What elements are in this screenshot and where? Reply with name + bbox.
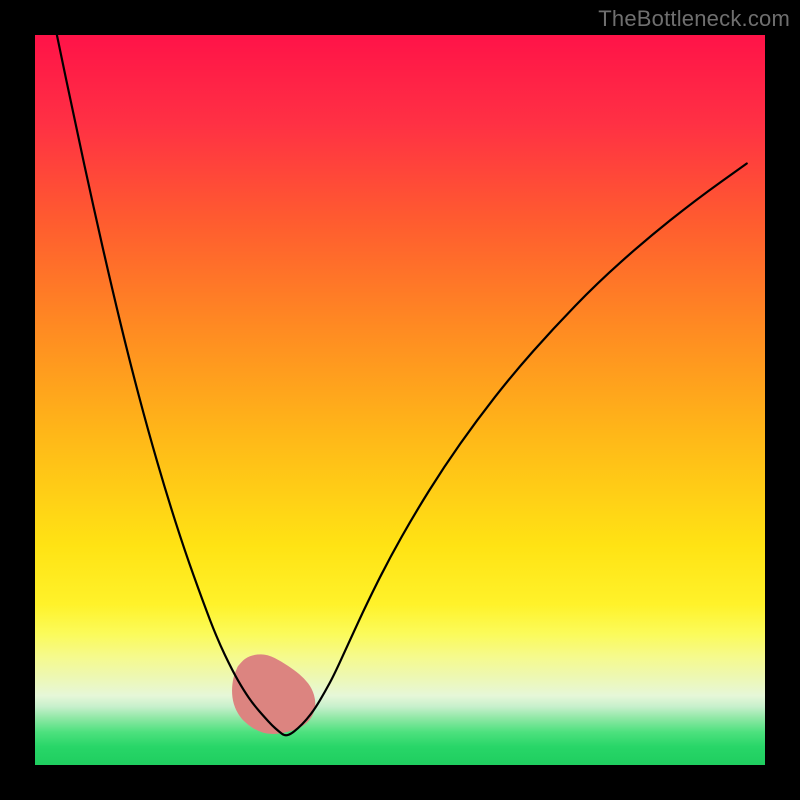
watermark-text: TheBottleneck.com	[598, 6, 790, 32]
bottleneck-chart	[35, 35, 765, 765]
outer-frame: TheBottleneck.com	[0, 0, 800, 800]
gradient-background	[35, 35, 765, 765]
plot-area	[35, 35, 765, 765]
